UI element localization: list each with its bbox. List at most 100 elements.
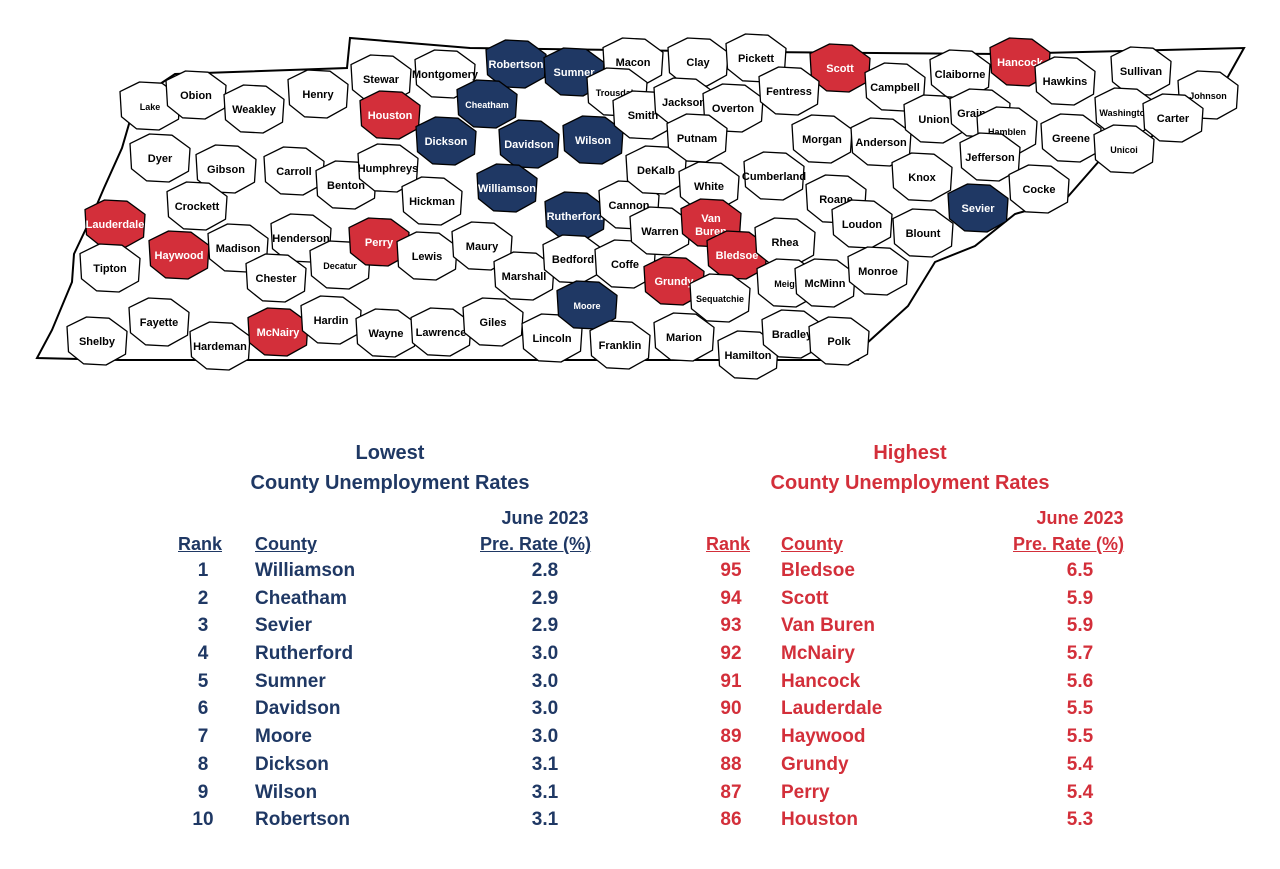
row-rate: 3.0 bbox=[531, 670, 559, 692]
county-label: Decatur bbox=[323, 261, 357, 271]
county-weakley: Weakley bbox=[223, 84, 285, 134]
county-label: Loudon bbox=[842, 219, 883, 231]
row-rank: 2 bbox=[197, 587, 209, 609]
county-label: Perry bbox=[365, 237, 394, 249]
county-maury: Maury bbox=[451, 221, 513, 271]
county-grundy: Grundy bbox=[643, 256, 705, 306]
county-shape bbox=[544, 191, 606, 241]
county-label: Marshall bbox=[502, 271, 547, 283]
highest-county-header: County bbox=[781, 534, 843, 554]
county-crockett: Crockett bbox=[166, 181, 228, 231]
county-label: Haywood bbox=[155, 250, 204, 262]
county-shape bbox=[1008, 164, 1070, 214]
county-label: Macon bbox=[616, 57, 651, 69]
county-campbell: Campbell bbox=[864, 62, 926, 112]
row-rate: 5.6 bbox=[1066, 670, 1094, 692]
row-rate: 5.5 bbox=[1066, 698, 1094, 720]
county-label: Overton bbox=[712, 103, 754, 115]
table-row: 2 Cheatham 2.9 bbox=[110, 588, 670, 616]
county-label: Jackson bbox=[662, 97, 706, 109]
county-label: Dyer bbox=[148, 153, 173, 165]
county-shape bbox=[129, 133, 191, 183]
county-lauderdale: Lauderdale bbox=[84, 199, 146, 249]
county-label: Hancock bbox=[997, 57, 1044, 69]
row-rank: 6 bbox=[197, 698, 209, 720]
county-shape bbox=[754, 217, 816, 267]
lowest-date-header: June 2023 bbox=[501, 508, 589, 528]
county-shape bbox=[794, 258, 856, 308]
row-rate: 3.0 bbox=[531, 643, 559, 665]
county-shape bbox=[891, 152, 953, 202]
row-rank: 92 bbox=[720, 643, 742, 665]
county-label: Weakley bbox=[232, 104, 277, 116]
county-label: Coffe bbox=[611, 259, 639, 271]
row-rank: 7 bbox=[197, 726, 209, 748]
county-montgomery: Montgomery bbox=[412, 49, 479, 99]
table-row: 93 Van Buren 5.9 bbox=[630, 615, 1190, 643]
county-mcminn: McMinn bbox=[794, 258, 856, 308]
county-label: Scott bbox=[826, 63, 854, 75]
row-rate: 5.3 bbox=[1066, 809, 1094, 831]
county-label: McMinn bbox=[805, 278, 846, 290]
county-giles: Giles bbox=[462, 297, 524, 347]
lowest-rank-header: Rank bbox=[178, 534, 223, 554]
table-row: 10 Robertson 3.1 bbox=[110, 809, 670, 837]
county-shape bbox=[148, 230, 210, 280]
county-marion: Marion bbox=[653, 312, 715, 362]
county-label: Bradley bbox=[772, 329, 813, 341]
county-shape bbox=[743, 151, 805, 201]
row-rate: 3.1 bbox=[531, 781, 559, 803]
county-label: Humphreys bbox=[358, 163, 419, 175]
county-shape bbox=[456, 79, 518, 129]
county-label: Unicoi bbox=[1110, 145, 1138, 155]
row-rate: 3.1 bbox=[531, 809, 559, 831]
county-shape bbox=[247, 307, 309, 357]
county-lawrence: Lawrence bbox=[410, 307, 472, 357]
county-label: Hardin bbox=[314, 315, 349, 327]
county-wilson: Wilson bbox=[562, 115, 624, 165]
county-sullivan: Sullivan bbox=[1110, 46, 1172, 96]
county-label: Gibson bbox=[207, 164, 245, 176]
county-shape bbox=[847, 246, 909, 296]
row-county: Sevier bbox=[255, 615, 313, 637]
table-row: 88 Grundy 5.4 bbox=[630, 754, 1190, 782]
row-rank: 95 bbox=[720, 560, 742, 581]
county-unicoi: Unicoi bbox=[1093, 124, 1155, 174]
row-rank: 5 bbox=[197, 670, 209, 692]
county-dickson: Dickson bbox=[415, 116, 477, 166]
county-label: Greene bbox=[1052, 133, 1090, 145]
county-haywood: Haywood bbox=[148, 230, 210, 280]
county-label: DeKalb bbox=[637, 165, 675, 177]
row-rank: 1 bbox=[197, 560, 209, 581]
county-shape bbox=[476, 163, 538, 213]
row-county: Sumner bbox=[255, 670, 326, 692]
county-label: Meigs bbox=[774, 279, 800, 289]
county-label: Cumberland bbox=[742, 171, 806, 183]
county-overton: Overton bbox=[702, 83, 764, 133]
county-monroe: Monroe bbox=[847, 246, 909, 296]
county-shape bbox=[629, 206, 691, 256]
county-label: Anderson bbox=[855, 137, 907, 149]
county-union: Union bbox=[903, 94, 965, 144]
county-shape bbox=[128, 297, 190, 347]
row-county: Van Buren bbox=[781, 615, 875, 637]
county-label: Obion bbox=[180, 90, 212, 102]
county-moore: Moore bbox=[556, 280, 618, 330]
county-label: Sequatchie bbox=[696, 294, 744, 304]
row-rate: 3.0 bbox=[531, 698, 559, 720]
row-rate: 5.5 bbox=[1066, 726, 1094, 748]
county-rutherford: Rutherford bbox=[544, 191, 606, 241]
county-shape bbox=[667, 37, 729, 87]
row-county: Scott bbox=[781, 587, 829, 609]
county-lake: Lake bbox=[119, 81, 181, 131]
row-county: Rutherford bbox=[255, 643, 354, 665]
county-label: Davidson bbox=[504, 139, 554, 151]
county-label: Franklin bbox=[599, 340, 642, 352]
lowest-county-header: County bbox=[255, 534, 317, 554]
row-rank: 93 bbox=[720, 615, 742, 637]
county-tipton: Tipton bbox=[79, 243, 141, 293]
table-row: 87 Perry 5.4 bbox=[630, 782, 1190, 810]
county-label: Fentress bbox=[766, 86, 812, 98]
row-rank: 3 bbox=[197, 615, 209, 637]
county-label: Johnson bbox=[1189, 91, 1227, 101]
